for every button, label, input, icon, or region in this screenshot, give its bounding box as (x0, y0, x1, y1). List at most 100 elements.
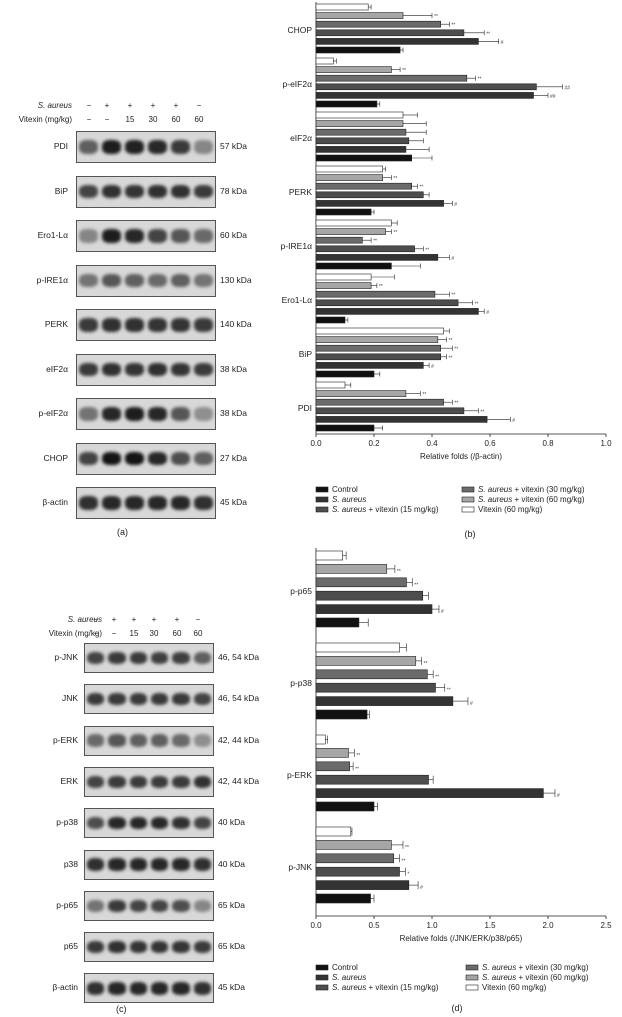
protein-label: p-p38 (56, 817, 78, 828)
blot-row: p-p38 40 kDa (0, 808, 302, 839)
band (108, 858, 126, 871)
molecular-weight-label: 130 kDa (220, 274, 252, 285)
protein-label: p-JNK (54, 652, 78, 662)
bar (315, 761, 350, 772)
legend-label: Vitexin (60 mg/kg) (478, 505, 543, 514)
band (108, 775, 126, 789)
band (148, 407, 167, 421)
blot-image (76, 175, 216, 208)
band (172, 817, 190, 830)
molecular-weight-label: 27 kDa (220, 452, 247, 463)
significance-mark: ** (393, 176, 397, 182)
significance-mark: ** (434, 14, 438, 20)
panel-a-caption: (a) (117, 527, 128, 537)
legend-label: S. aureus (332, 973, 366, 982)
treatment-header-a: S. aureus Vitexin (mg/kg) − + + + + − − − 15 30 6… (0, 100, 310, 130)
significance-mark: ** (397, 569, 401, 575)
significance-mark: # (512, 418, 515, 424)
s-aureus-label: S. aureus (67, 615, 102, 624)
blot-image (76, 487, 216, 519)
band (172, 940, 190, 954)
legend-label: S. aureus + vitexin (30 mg/kg) (478, 485, 585, 494)
band (172, 693, 190, 706)
significance-mark: # (486, 310, 489, 316)
band (171, 496, 190, 510)
significance-mark: ** (449, 338, 453, 344)
lane-mark: 15 (129, 629, 139, 638)
category-label: BiP (299, 349, 313, 359)
bar (315, 748, 349, 758)
protein-label: JNK (61, 693, 78, 704)
panel-caption: (b) (465, 529, 476, 539)
band (79, 140, 98, 154)
band (79, 407, 98, 421)
band (125, 451, 144, 466)
band (172, 651, 190, 665)
molecular-weight-label: 57 kDa (220, 141, 247, 151)
band (151, 817, 169, 830)
protein-label: β-actin (52, 982, 78, 993)
band (172, 982, 190, 995)
significance-mark: ** (393, 230, 397, 236)
blot-row: p65 65 kDa (0, 932, 302, 963)
band (194, 140, 213, 154)
band (125, 273, 144, 288)
band (193, 651, 211, 665)
band (172, 734, 190, 747)
legend-label: S. aureus + vitexin (30 mg/kg) (482, 963, 589, 972)
band (171, 273, 190, 288)
blot-image (84, 890, 214, 921)
band (148, 362, 167, 377)
x-tick-label: 0.0 (310, 439, 322, 448)
band (148, 318, 167, 332)
x-tick-label: 2.5 (600, 921, 612, 930)
lane-mark: − (196, 101, 202, 110)
lane-mark: − (93, 629, 99, 638)
bar (315, 604, 433, 614)
significance-mark: ** (405, 845, 409, 851)
blot-row: β-actin 45 kDa (0, 487, 302, 519)
blot-image (76, 264, 216, 297)
blot-row: p-IRE1α 130 kDa (0, 264, 302, 297)
significance-mark: ** (379, 284, 383, 290)
band (108, 940, 126, 954)
blot-image (84, 766, 214, 797)
band (194, 184, 213, 199)
x-tick-label: 0.2 (368, 439, 380, 448)
bar (315, 577, 407, 588)
legend-swatch (465, 984, 479, 991)
bar (315, 880, 410, 890)
band (193, 693, 211, 706)
bar (315, 826, 352, 837)
band (102, 140, 121, 154)
blot-image (76, 442, 216, 475)
blot-row: PDI 57 kDa (0, 131, 302, 163)
x-tick-label: 1.0 (426, 921, 438, 930)
x-tick-label: 0.8 (542, 439, 554, 448)
protein-label: eIF2α (46, 363, 68, 374)
band (79, 362, 98, 377)
blot-row: CHOP 27 kDa (0, 442, 302, 475)
lane-mark: 60 (171, 115, 181, 124)
molecular-weight-label: 60 kDa (220, 230, 247, 240)
blot-image (76, 309, 216, 341)
significance-mark: # (451, 256, 454, 262)
vitexin-label: Vitexin (mg/kg) (48, 629, 102, 638)
molecular-weight-label: 42, 44 kDa (218, 775, 260, 786)
bar (315, 656, 417, 666)
bar (315, 682, 436, 693)
molecular-weight-label: 140 kDa (220, 319, 252, 329)
significance-mark: ** (414, 582, 418, 588)
band (108, 899, 126, 912)
category-label: PDI (298, 403, 312, 413)
legend-swatch (461, 506, 475, 513)
band (171, 451, 190, 466)
band (194, 407, 213, 421)
band (151, 940, 169, 954)
significance-mark: ** (402, 858, 406, 864)
band (79, 451, 98, 466)
significance-mark: # (420, 885, 423, 891)
blot-row: p-p65 65 kDa (0, 890, 302, 921)
band (151, 982, 169, 995)
molecular-weight-label: 65 kDa (218, 899, 245, 910)
